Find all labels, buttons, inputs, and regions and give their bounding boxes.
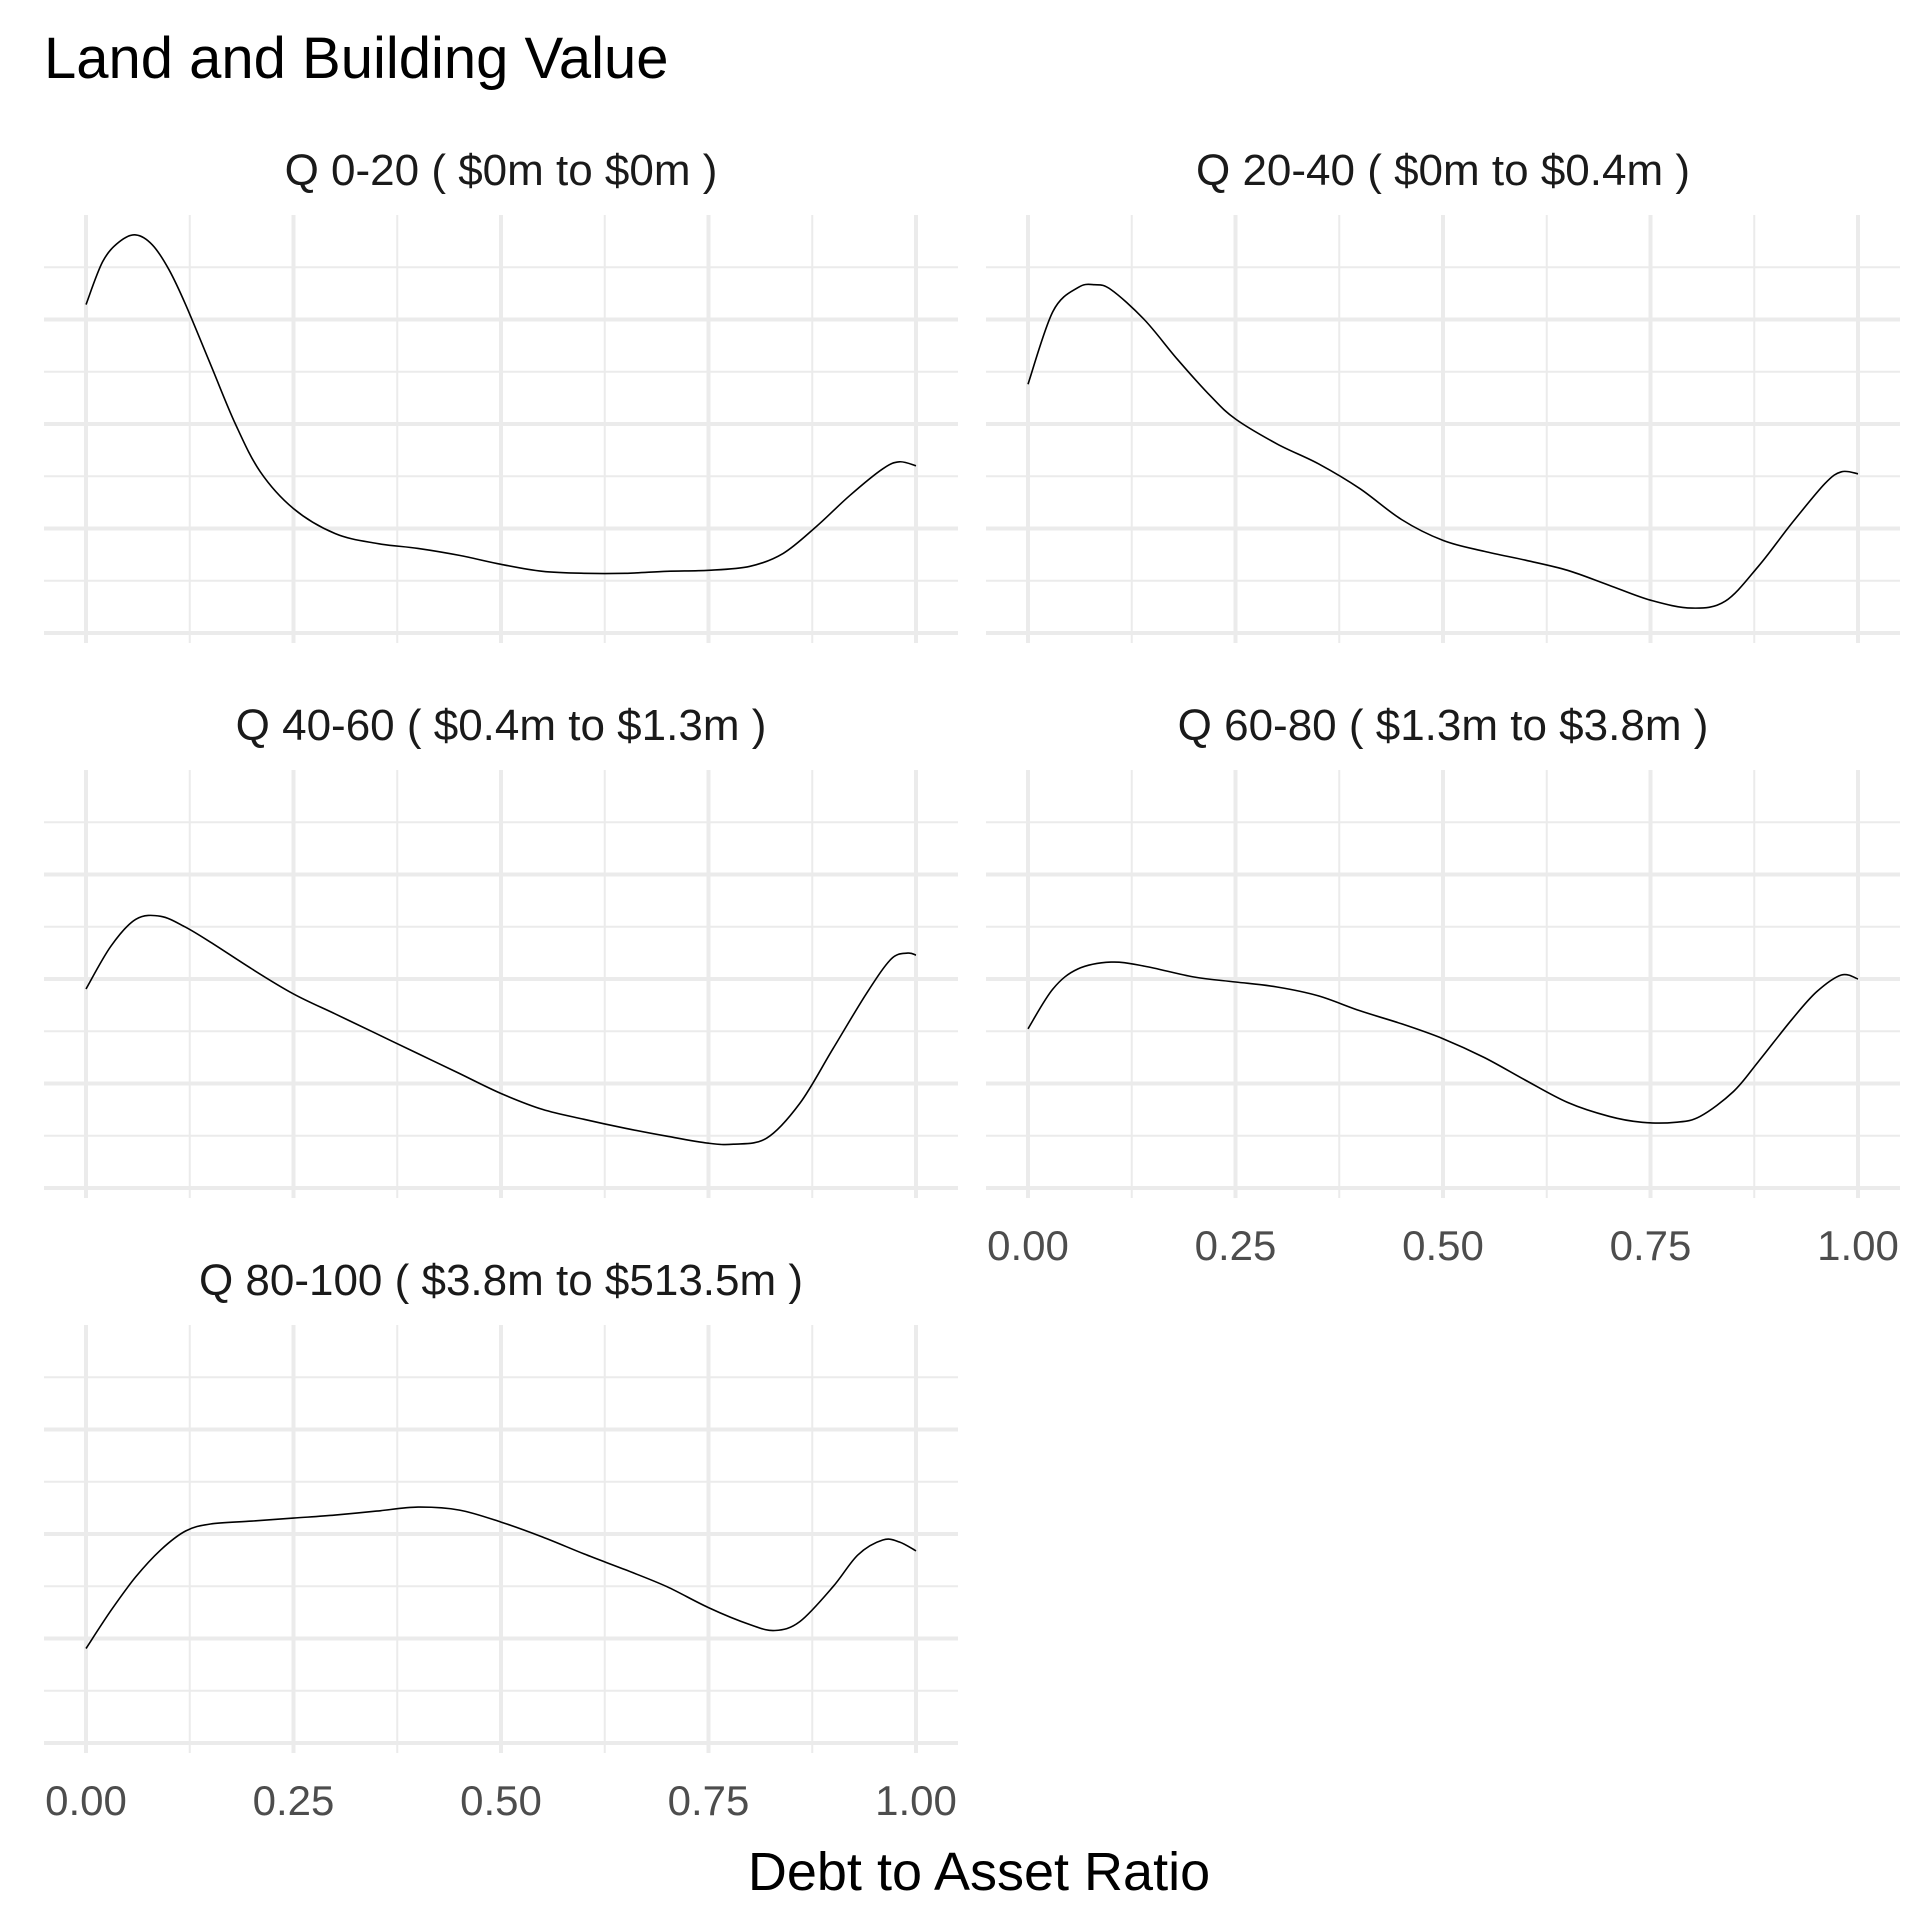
density-curve [1027, 961, 1859, 1124]
x-tick-label: 0.25 [253, 1777, 335, 1824]
facet-title: Q 0-20 ( $0m to $0m ) [285, 146, 718, 195]
density-curve [85, 1506, 917, 1649]
facet-panel: Q 0-20 ( $0m to $0m ) [44, 146, 958, 643]
facet-panel: Q 80-100 ( $3.8m to $513.5m ) 0.00 0.25 0.5… [44, 1256, 958, 1824]
x-tick-label: 0.00 [987, 1222, 1069, 1269]
facet-panel: Q 60-80 ( $1.3m to $3.8m ) 0.00 0.25 0.50 0.… [986, 701, 1900, 1269]
facet-panel: Q 20-40 ( $0m to $0.4m ) [986, 146, 1900, 643]
x-tick-label: 0.25 [1195, 1222, 1277, 1269]
facets-layer: Q 0-20 ( $0m to $0m ) Q 20-40 ( $0m to $0… [44, 146, 1900, 1824]
facet-title: Q 60-80 ( $1.3m to $3.8m ) [1178, 701, 1709, 750]
x-tick-label: 1.00 [875, 1777, 957, 1824]
facet-title: Q 80-100 ( $3.8m to $513.5m ) [199, 1256, 803, 1305]
x-tick-label: 0.75 [668, 1777, 750, 1824]
x-tick-label: 0.50 [1402, 1222, 1484, 1269]
x-axis-title: Debt to Asset Ratio [748, 1842, 1210, 1902]
density-curve [1027, 283, 1859, 609]
facet-title: Q 20-40 ( $0m to $0.4m ) [1196, 146, 1690, 195]
density-curve [85, 914, 917, 1146]
chart-title: Land and Building Value [44, 26, 669, 91]
density-curve [85, 234, 917, 575]
x-tick-label: 1.00 [1817, 1222, 1899, 1269]
x-tick-label: 0.75 [1610, 1222, 1692, 1269]
facet-title: Q 40-60 ( $0.4m to $1.3m ) [236, 701, 767, 750]
facet-panel: Q 40-60 ( $0.4m to $1.3m ) [44, 701, 958, 1198]
x-tick-label: 0.50 [460, 1777, 542, 1824]
x-tick-label: 0.00 [45, 1777, 127, 1824]
